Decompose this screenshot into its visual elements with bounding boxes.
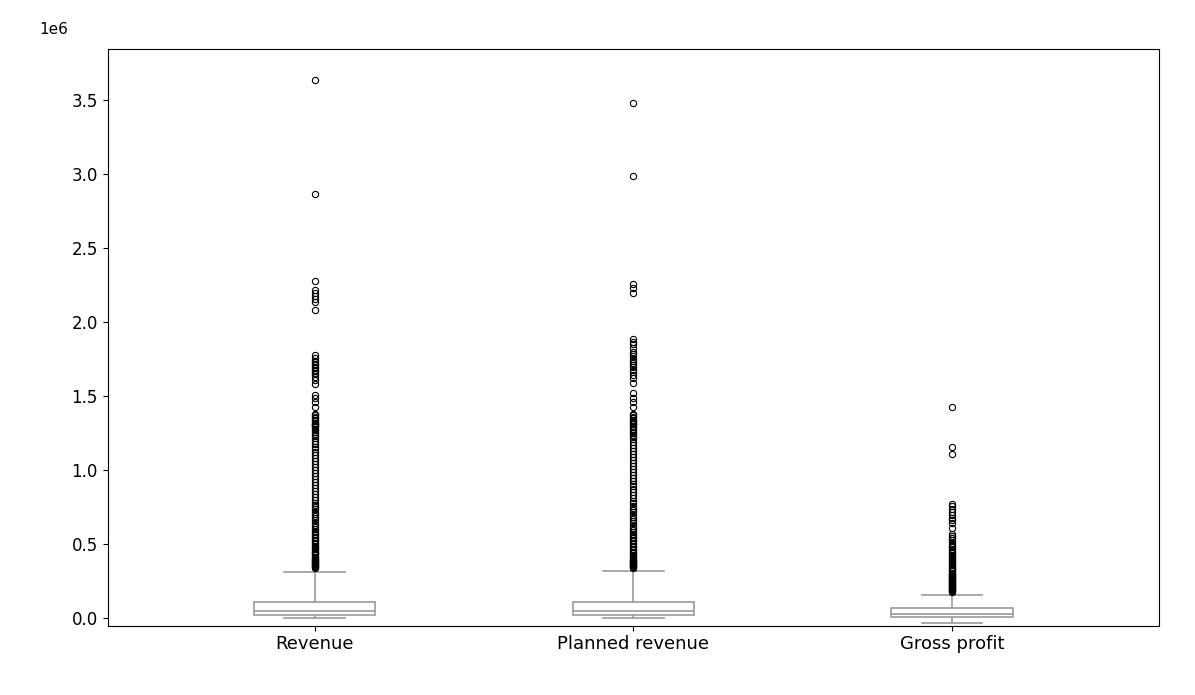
PathPatch shape <box>891 609 1012 617</box>
PathPatch shape <box>572 602 694 616</box>
Text: 1e6: 1e6 <box>39 22 68 37</box>
PathPatch shape <box>255 602 375 616</box>
